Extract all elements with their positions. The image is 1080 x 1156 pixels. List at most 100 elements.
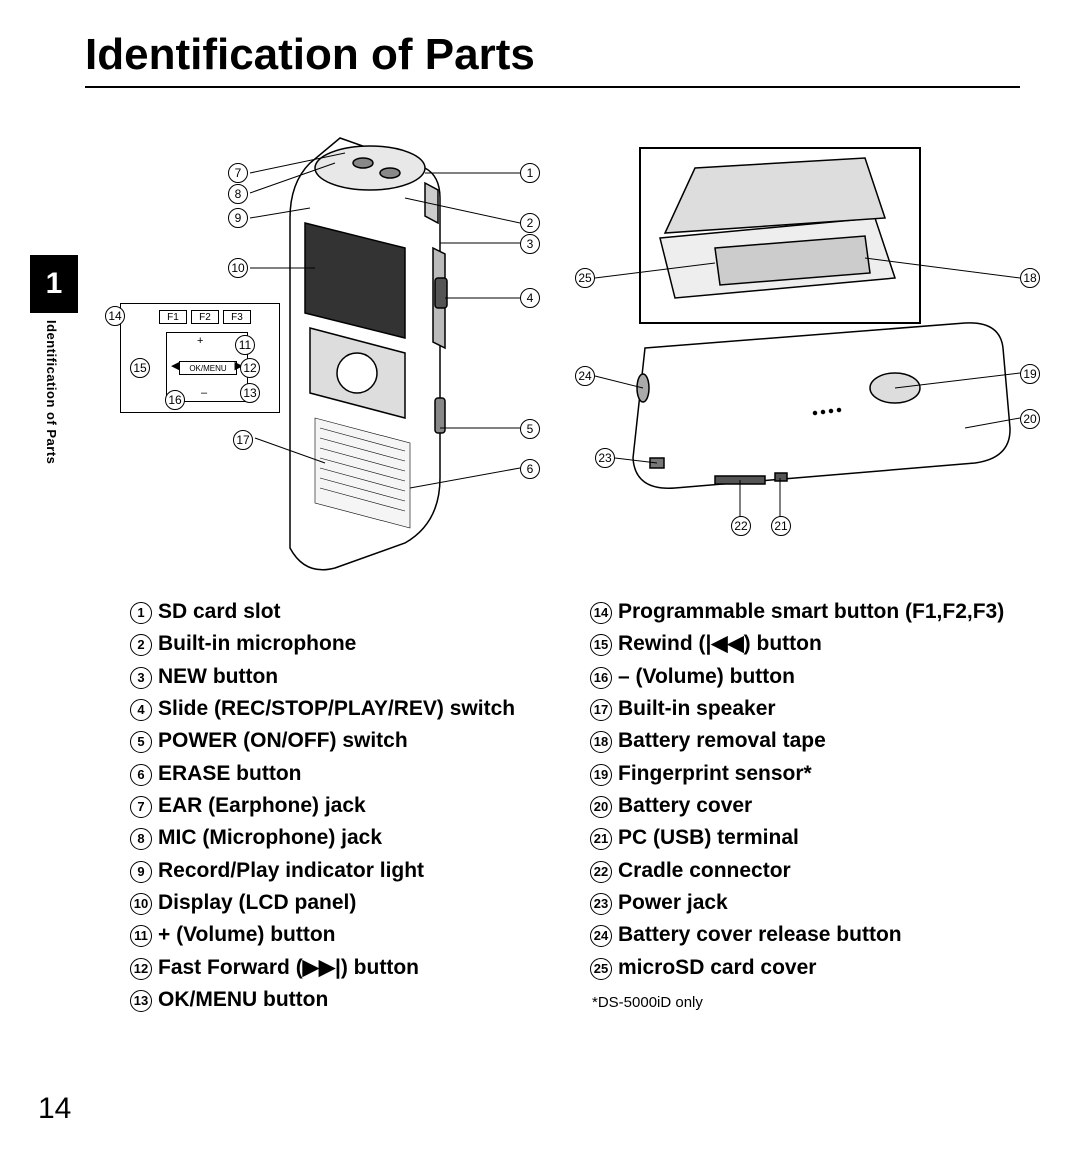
parts-list-item: 11+ (Volume) button [130,921,560,949]
callout-13: 13 [240,383,260,403]
chapter-tab: 1 [30,255,78,313]
side-section-label: Identification of Parts [44,320,59,464]
diagram-area: F1 F2 F3 + OK/MENU ◀ ▶ – 1 2 3 4 5 6 7 8… [85,128,1020,578]
callout-6: 6 [520,459,540,479]
item-number: 18 [590,727,618,754]
parts-list-item: 12Fast Forward (▶▶|) button [130,954,560,982]
title-rule [85,86,1020,88]
item-number: 13 [130,986,158,1013]
parts-list-item: 5POWER (ON/OFF) switch [130,727,560,755]
parts-list-item: 19Fingerprint sensor* [590,760,1020,788]
footnote: *DS-5000iD only [592,994,1020,1011]
item-number: 11 [130,921,158,948]
item-label: Rewind (|◀◀) button [618,630,1020,658]
item-number: 7 [130,792,158,819]
parts-list-item: 2Built-in microphone [130,630,560,658]
item-label: EAR (Earphone) jack [158,792,560,820]
diagram-front-view: F1 F2 F3 + OK/MENU ◀ ▶ – 1 2 3 4 5 6 7 8… [105,128,535,578]
parts-list-item: 20Battery cover [590,792,1020,820]
callout-10: 10 [228,258,248,278]
parts-list-item: 8MIC (Microphone) jack [130,824,560,852]
callout-15: 15 [130,358,150,378]
parts-list-item: 16– (Volume) button [590,663,1020,691]
item-number: 1 [130,598,158,625]
item-label: ERASE button [158,760,560,788]
item-label: Battery removal tape [618,727,1020,755]
plus-label: + [197,335,203,347]
f1-key: F1 [159,310,187,324]
callout-1: 1 [520,163,540,183]
item-label: Fingerprint sensor* [618,760,1020,788]
item-number: 16 [590,663,618,690]
callout-8: 8 [228,184,248,204]
f3-key: F3 [223,310,251,324]
item-number: 2 [130,630,158,657]
diagram-rear-view: 18 25 19 20 21 22 23 24 [565,128,1035,528]
callout-4: 4 [520,288,540,308]
f2-key: F2 [191,310,219,324]
callout-23: 23 [595,448,615,468]
parts-list-item: 18Battery removal tape [590,727,1020,755]
item-number: 12 [130,954,158,981]
item-label: NEW button [158,663,560,691]
manual-page: Identification of Parts 1 Identification… [0,0,1080,1156]
item-label: Cradle connector [618,857,1020,885]
callout-22: 22 [731,516,751,536]
item-label: Display (LCD panel) [158,889,560,917]
item-label: SD card slot [158,598,560,626]
parts-lists: 1SD card slot 2Built-in microphone 3NEW bu… [130,598,1020,1018]
item-number: 10 [130,889,158,916]
item-label: Built-in speaker [618,695,1020,723]
item-number: 8 [130,824,158,851]
parts-list-item: 15Rewind (|◀◀) button [590,630,1020,658]
item-number: 20 [590,792,618,819]
parts-list-item: 22Cradle connector [590,857,1020,885]
parts-list-item: 3NEW button [130,663,560,691]
callout-3: 3 [520,234,540,254]
item-label: Battery cover [618,792,1020,820]
parts-list-item: 4Slide (REC/STOP/PLAY/REV) switch [130,695,560,723]
parts-list-item: 13OK/MENU button [130,986,560,1014]
callout-14: 14 [105,306,125,326]
parts-list-right: 14Programmable smart button (F1,F2,F3)15… [590,598,1020,1018]
item-number: 21 [590,824,618,851]
item-number: 6 [130,760,158,787]
item-number: 15 [590,630,618,657]
item-label: Record/Play indicator light [158,857,560,885]
parts-list-left: 1SD card slot 2Built-in microphone 3NEW bu… [130,598,560,1018]
callout-11: 11 [235,335,255,355]
parts-list-item: 10Display (LCD panel) [130,889,560,917]
item-label: OK/MENU button [158,986,560,1014]
parts-list-item: 9Record/Play indicator light [130,857,560,885]
parts-list-item: 1SD card slot [130,598,560,626]
item-label: Programmable smart button (F1,F2,F3) [618,598,1020,626]
callout-7: 7 [228,163,248,183]
callout-12: 12 [240,358,260,378]
item-number: 14 [590,598,618,625]
item-number: 25 [590,954,618,981]
item-number: 3 [130,663,158,690]
item-label: Slide (REC/STOP/PLAY/REV) switch [158,695,560,723]
callout-24: 24 [575,366,595,386]
parts-list-item: 25microSD card cover [590,954,1020,982]
parts-list-item: 7EAR (Earphone) jack [130,792,560,820]
item-number: 9 [130,857,158,884]
parts-list-item: 23Power jack [590,889,1020,917]
item-number: 4 [130,695,158,722]
item-label: + (Volume) button [158,921,560,949]
item-number: 24 [590,921,618,948]
item-label: microSD card cover [618,954,1020,982]
item-number: 5 [130,727,158,754]
callout-20: 20 [1020,409,1040,429]
item-label: MIC (Microphone) jack [158,824,560,852]
parts-list-item: 14Programmable smart button (F1,F2,F3) [590,598,1020,626]
callout-21: 21 [771,516,791,536]
item-label: Battery cover release button [618,921,1020,949]
callout-17: 17 [233,430,253,450]
callout-16: 16 [165,390,185,410]
callout-2: 2 [520,213,540,233]
parts-list-item: 17Built-in speaker [590,695,1020,723]
device-rear-svg [565,128,1035,528]
item-label: POWER (ON/OFF) switch [158,727,560,755]
callout-19: 19 [1020,364,1040,384]
